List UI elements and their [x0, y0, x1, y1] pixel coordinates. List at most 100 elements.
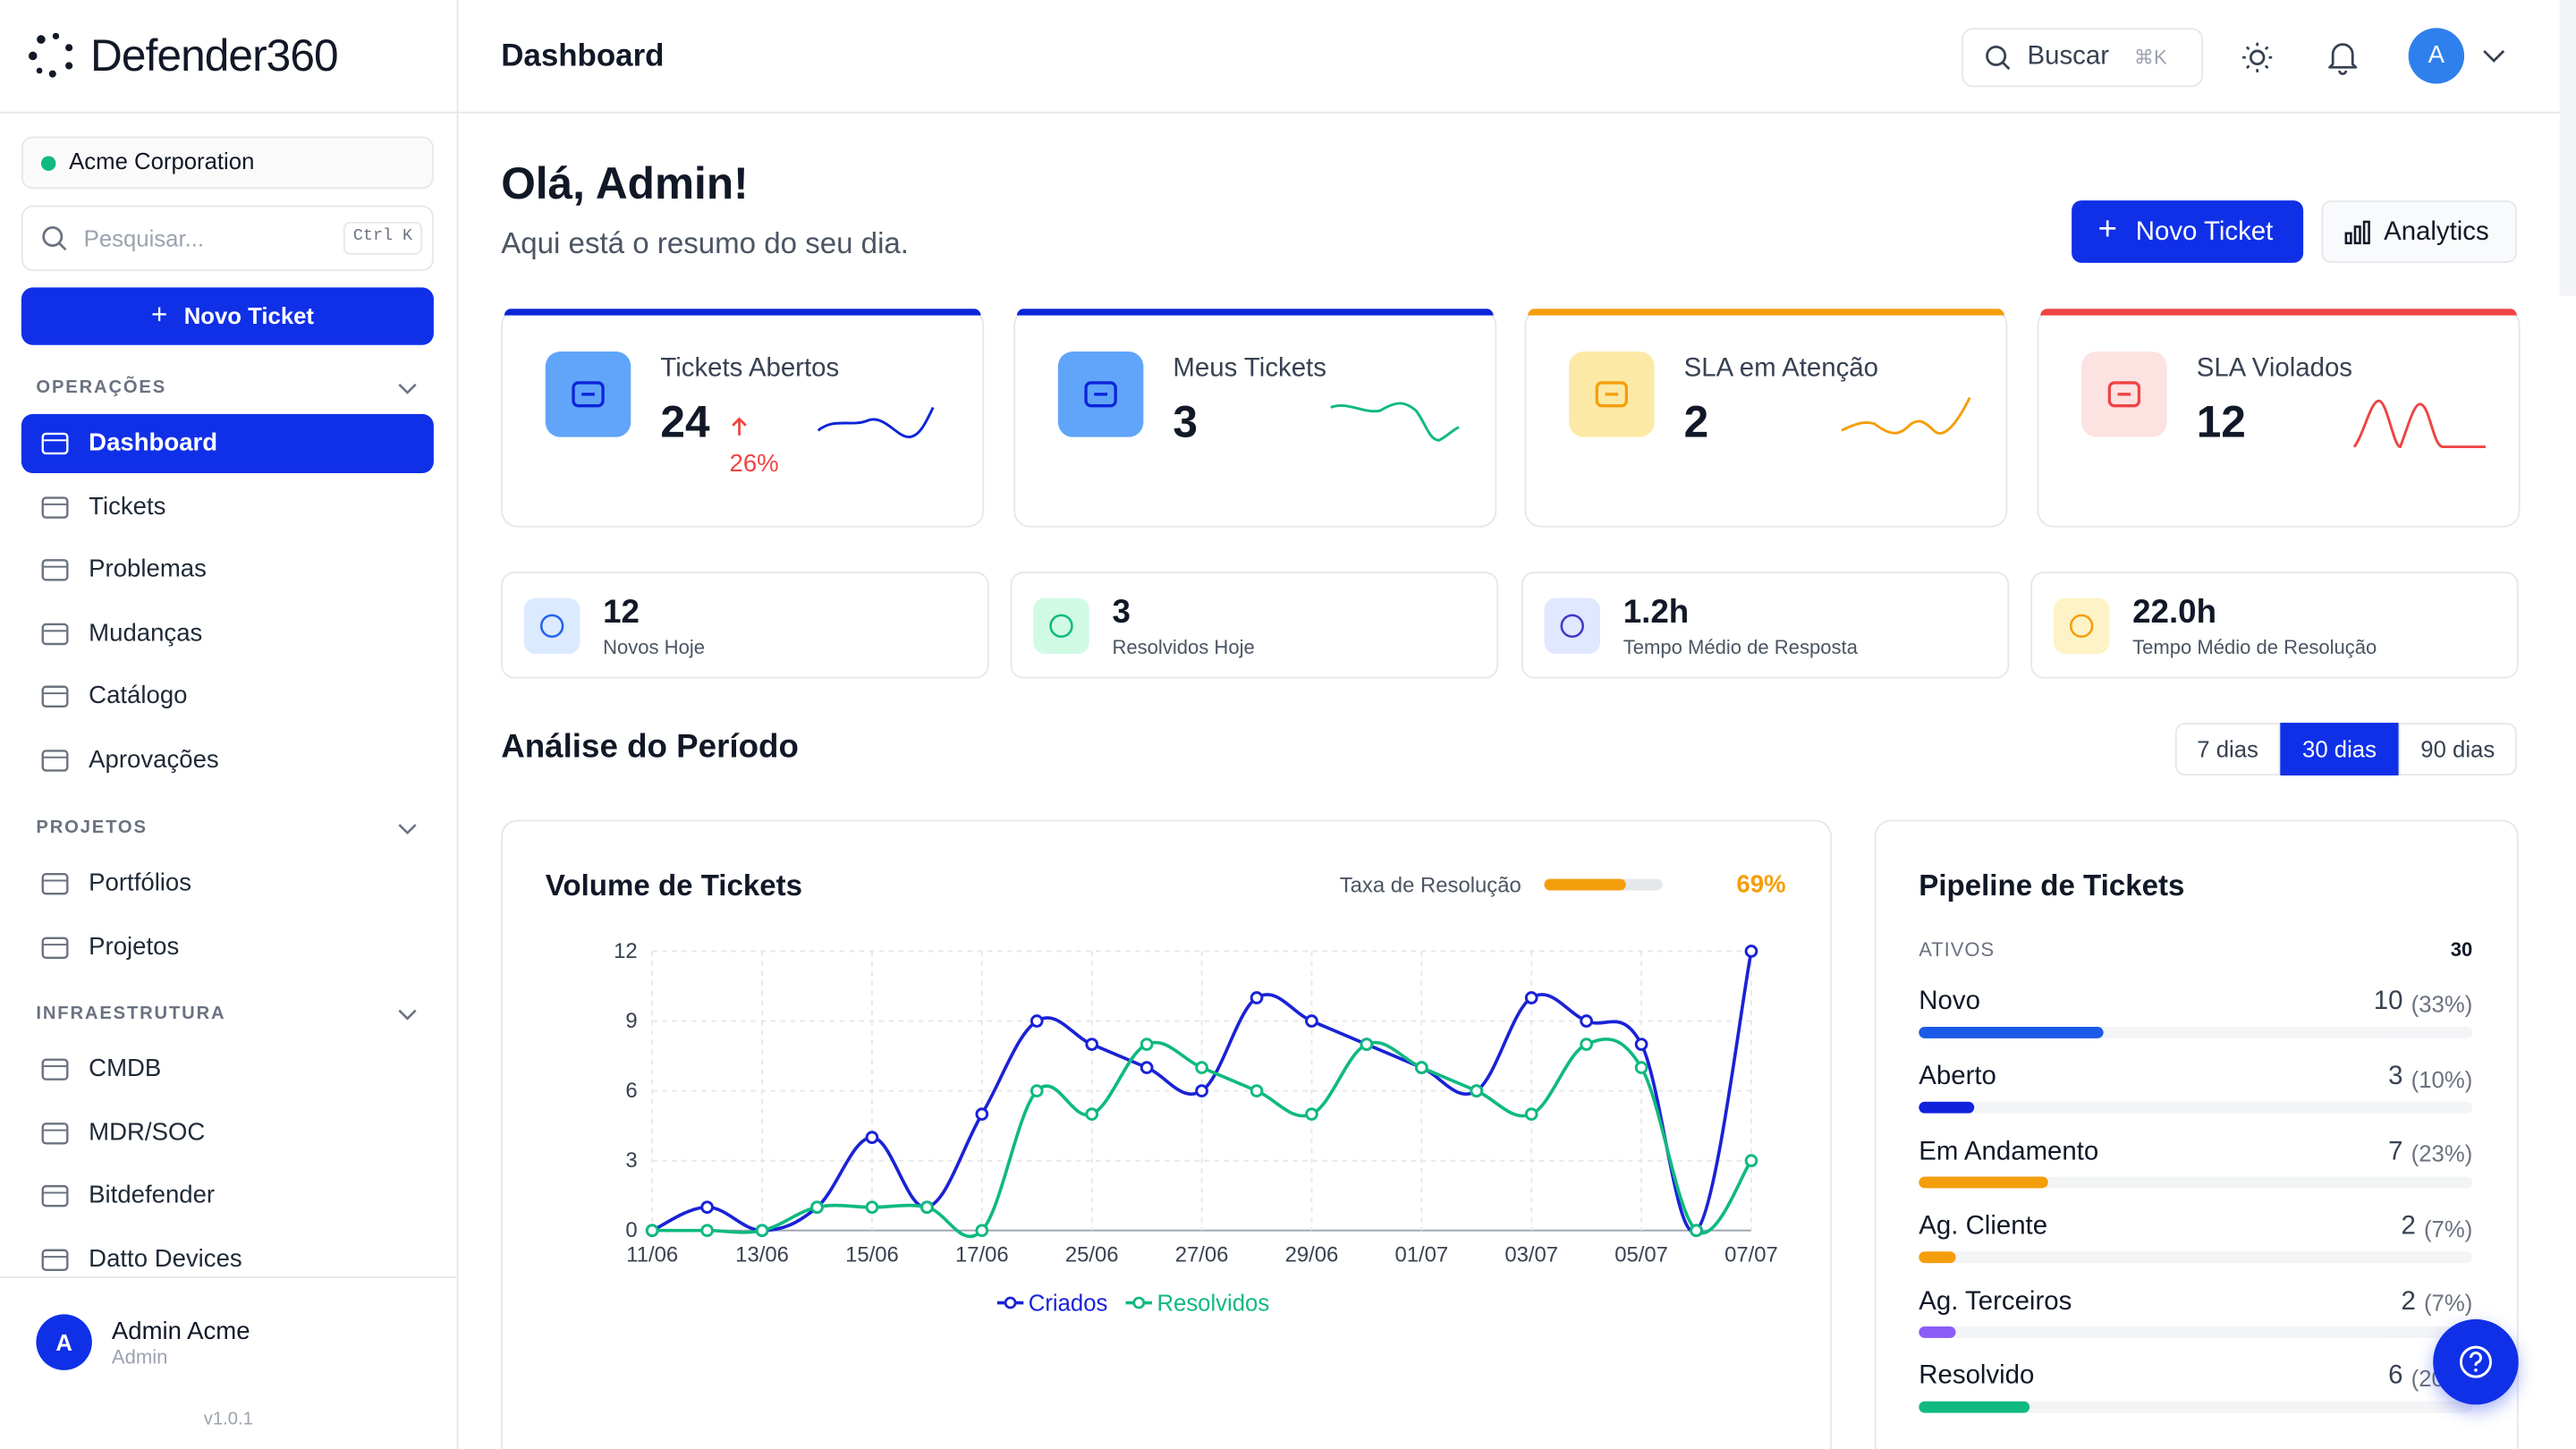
stat-label: Tempo Médio de Resolução — [2132, 635, 2377, 659]
pipeline-item-value: 10 — [2373, 987, 2403, 1016]
top-search-label: Buscar — [2027, 42, 2109, 71]
user-role: Admin — [111, 1345, 168, 1369]
kpi-change-arrow — [732, 417, 747, 436]
nav-item[interactable]: Datto Devices — [89, 1244, 242, 1274]
stat-icon — [523, 597, 580, 655]
series-point — [1030, 1014, 1044, 1028]
x-tick-label: 17/06 — [955, 1243, 1009, 1267]
sidebar-footer-divider — [0, 1276, 457, 1278]
section-chevron — [398, 383, 417, 394]
nav-item[interactable]: Catálogo — [89, 682, 188, 711]
stat-value: 12 — [603, 594, 640, 631]
pipeline-track — [1919, 1401, 2473, 1413]
kpi-change: 26% — [729, 450, 779, 479]
series-point — [755, 1224, 769, 1238]
series-point — [1580, 1038, 1593, 1051]
x-tick-label: 11/06 — [626, 1243, 678, 1267]
nav-item[interactable]: Dashboard — [89, 428, 218, 457]
pipeline-item-value: 6 — [2388, 1362, 2403, 1391]
help-button[interactable] — [2433, 1318, 2519, 1405]
plus-icon: + — [150, 299, 168, 331]
top-search-icon — [1986, 45, 2011, 71]
series-point — [975, 1107, 989, 1121]
series-point — [1250, 1084, 1264, 1097]
pipeline-bar — [1919, 1251, 1956, 1264]
pipeline-bar — [1919, 1176, 2048, 1189]
chart-title: Volume de Tickets — [545, 869, 803, 902]
kpi-sparkline — [2352, 399, 2486, 449]
kpi-icon-glyph — [572, 381, 605, 408]
org-selector[interactable] — [21, 136, 434, 190]
sidebar-search[interactable] — [21, 205, 434, 272]
series-point — [1140, 1061, 1154, 1074]
series-point — [810, 1200, 824, 1215]
pipeline-bar — [1919, 1101, 1975, 1114]
series-point — [1634, 1038, 1648, 1051]
series-point — [645, 1224, 659, 1238]
notifications[interactable] — [2326, 39, 2360, 76]
series-point — [1305, 1107, 1318, 1121]
scrollbar[interactable] — [2559, 0, 2576, 296]
pipeline-item-value: 2 — [2401, 1212, 2416, 1241]
nav-active[interactable] — [21, 413, 434, 473]
nav-icon — [41, 686, 69, 708]
kpi-label: SLA Violados — [2196, 355, 2353, 384]
x-tick-label: 27/06 — [1175, 1243, 1229, 1267]
stat-icon — [1033, 597, 1089, 655]
section-title: OPERAÇÕES — [36, 378, 167, 399]
logo-icon — [28, 32, 73, 78]
nav-item[interactable]: MDR/SOC — [89, 1118, 206, 1147]
top-search[interactable] — [1962, 28, 2204, 88]
new-ticket-button[interactable] — [2072, 200, 2304, 263]
nav-icon — [41, 623, 69, 645]
nav-item[interactable]: Projetos — [89, 932, 180, 961]
series-point — [1634, 1061, 1648, 1074]
series-point — [1030, 1084, 1044, 1097]
nav-item[interactable]: Mudanças — [89, 619, 203, 648]
nav-item[interactable]: Aprovações — [89, 745, 219, 775]
nav-item[interactable]: Problemas — [89, 555, 207, 584]
series-point — [1360, 1038, 1374, 1051]
nav-item[interactable]: Bitdefender — [89, 1181, 216, 1210]
rate-label: Taxa de Resolução — [1339, 872, 1521, 897]
kpi-accent — [504, 309, 981, 316]
series-point — [1524, 991, 1538, 1004]
series-point — [1524, 1107, 1538, 1121]
nav-item[interactable]: CMDB — [89, 1055, 162, 1083]
y-tick-label: 6 — [625, 1079, 637, 1103]
kpi-value: 2 — [1683, 397, 1709, 447]
y-tick-label: 3 — [625, 1148, 637, 1173]
series-point — [865, 1131, 879, 1144]
version: v1.0.1 — [203, 1409, 253, 1429]
volume-card — [501, 819, 1832, 1449]
period-option[interactable]: 7 dias — [2174, 723, 2281, 775]
series-point — [1140, 1038, 1154, 1051]
pipeline-item-value: 3 — [2388, 1063, 2403, 1091]
pipeline-track — [1919, 1176, 2473, 1189]
theme-toggle[interactable] — [2241, 41, 2274, 74]
pipeline-item-name: Ag. Cliente — [1919, 1212, 2048, 1241]
x-tick-label: 25/06 — [1065, 1243, 1119, 1267]
pipeline-bar — [1919, 1326, 1956, 1338]
nav-item[interactable]: Tickets — [89, 492, 166, 521]
nav-item[interactable]: Portfólios — [89, 869, 192, 897]
period-option[interactable]: 90 dias — [2398, 723, 2517, 775]
pipeline-bar — [1919, 1401, 2030, 1413]
pipeline-title: Pipeline de Tickets — [1919, 869, 2185, 902]
stat-icon-glyph — [539, 614, 564, 639]
pipeline-total: 30 — [2450, 937, 2473, 962]
sidebar-new-ticket[interactable] — [21, 287, 434, 345]
nav-icon — [41, 1122, 69, 1144]
top-avatar[interactable]: A — [2408, 28, 2465, 84]
user-avatar[interactable]: A — [36, 1314, 92, 1370]
series-point — [1085, 1107, 1099, 1121]
y-tick-label: 0 — [625, 1218, 637, 1242]
kpi-value: 24 — [660, 397, 710, 447]
series-point — [1085, 1038, 1099, 1051]
period-option[interactable]: 30 dias — [2280, 723, 2399, 775]
series-point — [1580, 1014, 1593, 1028]
analytics-button[interactable] — [2321, 200, 2517, 263]
avatar-chevron[interactable] — [2482, 47, 2505, 64]
search-icon — [42, 226, 67, 251]
